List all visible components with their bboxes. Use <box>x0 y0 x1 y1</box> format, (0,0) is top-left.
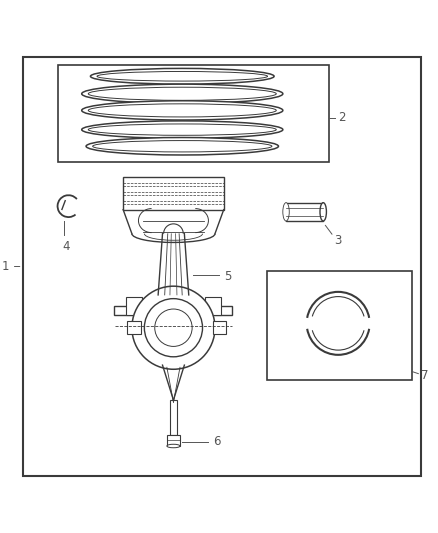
Text: 4: 4 <box>63 240 70 253</box>
Ellipse shape <box>167 445 180 448</box>
Ellipse shape <box>82 84 283 103</box>
Bar <box>114 306 233 314</box>
Ellipse shape <box>92 141 272 152</box>
Bar <box>205 297 221 314</box>
Bar <box>123 177 224 209</box>
Ellipse shape <box>88 124 276 135</box>
Circle shape <box>145 298 202 357</box>
Bar <box>170 400 177 435</box>
Text: 2: 2 <box>338 111 346 124</box>
Bar <box>167 435 180 446</box>
Ellipse shape <box>82 121 283 139</box>
Circle shape <box>155 309 192 346</box>
Bar <box>213 321 226 334</box>
Ellipse shape <box>97 71 268 81</box>
Text: 1: 1 <box>2 260 10 273</box>
Ellipse shape <box>86 138 279 155</box>
Bar <box>57 66 328 161</box>
Text: 6: 6 <box>213 435 220 448</box>
Ellipse shape <box>88 104 276 117</box>
Text: 3: 3 <box>334 234 342 247</box>
Text: 7: 7 <box>420 369 428 382</box>
Text: 5: 5 <box>224 270 231 282</box>
Ellipse shape <box>320 203 326 221</box>
Circle shape <box>132 286 215 369</box>
Ellipse shape <box>88 87 276 100</box>
Ellipse shape <box>283 203 289 221</box>
Ellipse shape <box>82 101 283 120</box>
Ellipse shape <box>90 68 274 84</box>
Bar <box>127 321 141 334</box>
Bar <box>126 297 142 314</box>
Bar <box>286 203 323 221</box>
Bar <box>268 271 412 380</box>
